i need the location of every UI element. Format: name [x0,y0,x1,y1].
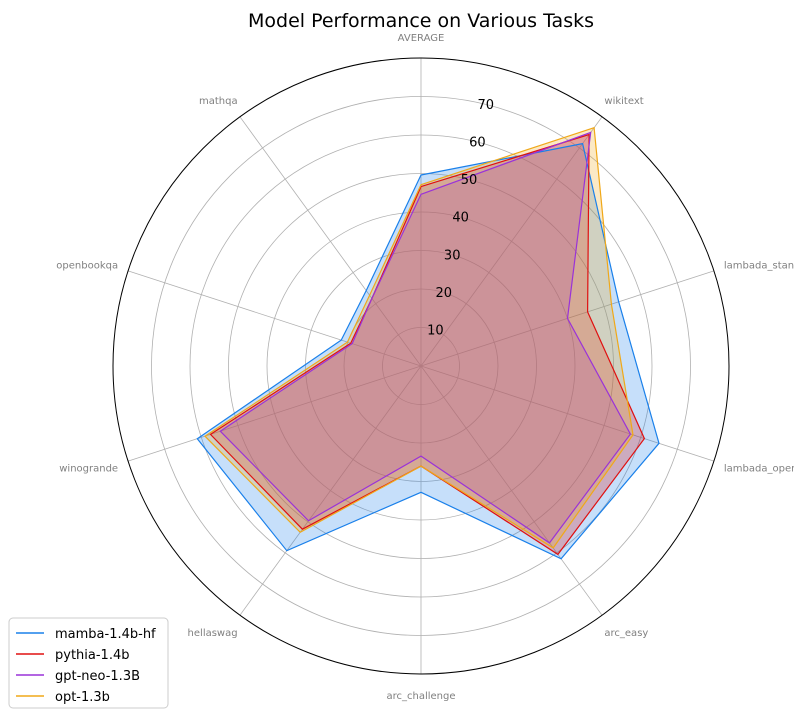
axis-label: arc_challenge [386,691,455,702]
spoke-line [127,365,422,462]
axis-label: openbookqa [56,260,118,271]
axis-label: winogrande [59,464,118,475]
axis-label: mathqa [199,96,238,107]
axis-labels: AVERAGE wikitext lambada_standard lambada_o… [56,33,794,702]
legend-label: gpt-neo-1.3B [55,669,140,684]
radial-tick-label: 50 [461,173,478,188]
axis-label: wikitext [604,96,643,107]
radial-tick-labels: 10 20 30 40 50 60 70 [427,98,494,338]
radar-grid [127,58,715,674]
series-lines [196,126,660,560]
outer-circle [112,57,730,675]
series-line [204,126,634,549]
radial-tick-label: 10 [427,323,444,338]
series-fills [197,127,660,559]
spoke-line [239,116,422,367]
legend-box [8,617,169,709]
series-line [196,142,660,560]
spoke-line [420,116,603,367]
radial-tick-label: 40 [452,211,469,226]
spoke-line [127,270,422,367]
legend-label: opt-1.3b [55,690,110,705]
legend-label: mamba-1.4b-hf [55,627,156,642]
series-line [219,131,632,544]
axis-label: AVERAGE [398,33,445,44]
legend-label: pythia-1.4b [55,648,129,663]
spoke-line [420,365,715,462]
legend: mamba-1.4b-hf pythia-1.4b gpt-neo-1.3B opt-… [8,617,169,709]
series-area [220,132,631,543]
outer-frame [112,57,730,675]
axis-label: arc_easy [604,628,648,639]
axis-label: lambada_standard [724,260,794,271]
spoke-line [239,365,422,616]
series-area [197,143,660,559]
axis-label: hellaswag [188,628,238,639]
spoke-line [420,365,603,616]
series-area [210,134,645,555]
axis-label: lambada_openai [724,464,794,475]
radial-tick-label: 20 [436,286,453,301]
radial-tick-label: 60 [469,136,486,151]
series-area [205,127,633,548]
radial-tick-label: 70 [478,98,495,113]
chart-title: Model Performance on Various Tasks [248,10,594,32]
radial-tick-label: 30 [444,248,461,263]
